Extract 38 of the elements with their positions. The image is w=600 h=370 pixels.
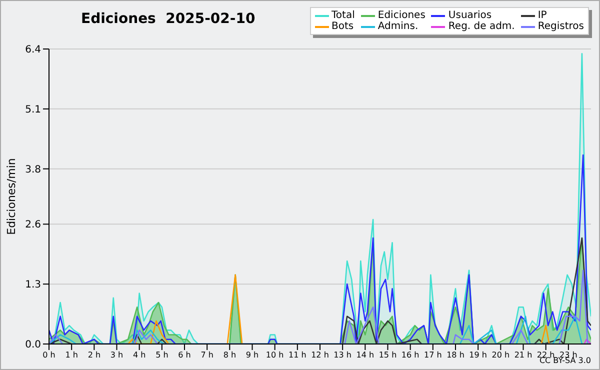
x-tick-label: 3 h: [110, 350, 124, 360]
legend-label: Ediciones: [378, 10, 426, 21]
x-tick-label: 18 h: [446, 350, 464, 360]
legend-label: Reg. de adm.: [448, 21, 515, 32]
x-tick-label: 15 h: [378, 350, 397, 360]
y-axis-title: Ediciones/min: [4, 158, 18, 235]
legend-label: Registros: [538, 21, 584, 32]
y-tick-label: 2.6: [25, 220, 41, 231]
y-tick-label: 6.4: [25, 44, 41, 56]
x-tick-label: 14 h: [356, 350, 374, 360]
x-tick-label: 5 h: [156, 350, 168, 360]
y-tick-label: 5.1: [25, 104, 41, 116]
x-tick-label: 9 h: [246, 350, 259, 360]
x-tick-label: 10 h: [266, 350, 284, 360]
x-tick-label: 19 h: [469, 350, 487, 360]
y-tick-label: 1.3: [25, 280, 41, 291]
legend-label: Total: [332, 10, 355, 21]
x-tick-label: 16 h: [401, 350, 420, 360]
chart-title: Ediciones 2025-02-10: [81, 11, 256, 27]
x-tick-label: 20 h: [492, 350, 510, 360]
y-tick-label: 0.0: [25, 340, 41, 351]
x-tick-label: 7 h: [200, 350, 214, 360]
legend-label: Admins.: [378, 21, 418, 32]
x-tick-label: 4 h: [132, 350, 146, 360]
legend-label: IP: [538, 10, 547, 21]
x-tick-label: 17 h: [424, 350, 442, 360]
legend-label: Bots: [332, 21, 354, 32]
y-tick-label: 3.8: [25, 164, 41, 176]
x-tick-label: 8 h: [223, 350, 236, 360]
x-tick-label: 1 h: [65, 350, 78, 360]
x-tick-label: 6 h: [178, 350, 191, 360]
legend-label: Usuarios: [448, 10, 492, 21]
x-tick-label: 12 h: [311, 350, 329, 360]
x-tick-label: 21 h: [514, 350, 532, 360]
x-tick-label: 2 h: [88, 350, 101, 360]
x-tick-label: 11 h: [288, 350, 306, 360]
x-tick-label: 13 h: [334, 350, 352, 360]
x-tick-label: 0 h: [42, 350, 56, 360]
